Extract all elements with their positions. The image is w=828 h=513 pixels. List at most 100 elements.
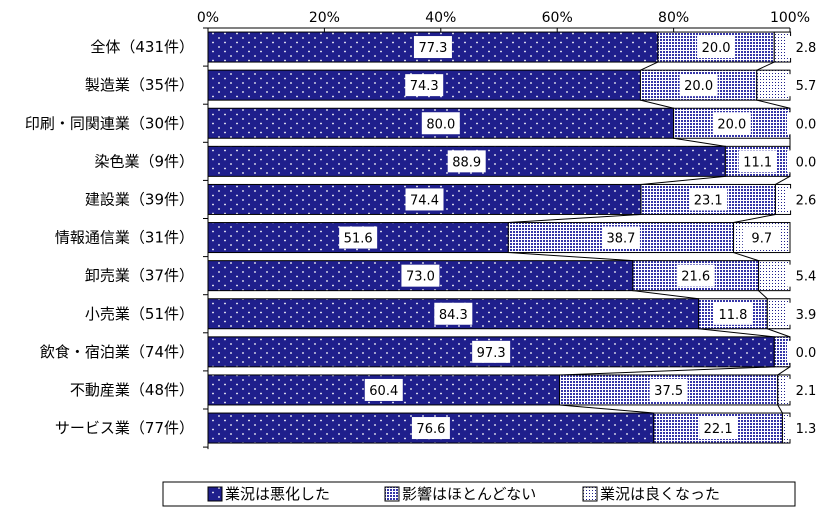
- data-label-bg: [787, 112, 825, 135]
- connector-line: [508, 213, 642, 224]
- data-label-bg: [413, 36, 452, 59]
- data-label: 11.1: [743, 155, 772, 170]
- data-label-bg: [601, 226, 640, 249]
- data-label-bg: [713, 302, 752, 325]
- data-label: 73.0: [406, 270, 435, 285]
- data-label: 37.5: [654, 384, 683, 399]
- x-tick-label: 100%: [770, 10, 810, 26]
- data-label: 5.4: [796, 270, 817, 285]
- connector-line: [733, 252, 759, 262]
- category-label: 印刷・同関連業（30件）: [25, 114, 194, 132]
- data-label: 22.1: [704, 422, 733, 437]
- data-label-bg: [339, 226, 378, 249]
- connector-line: [640, 175, 726, 185]
- data-label: 74.3: [410, 79, 439, 94]
- data-label: 76.6: [416, 422, 445, 437]
- axes: 0% 20% 40% 60% 80% 100% 全体（431件） 製造業（35件） 印刷・同関連…: [25, 10, 810, 450]
- data-label-bg: [405, 74, 444, 97]
- category-label: 全体（431件）: [90, 38, 194, 56]
- data-label-bg: [787, 74, 825, 97]
- data-label: 77.3: [418, 41, 447, 56]
- category-label: 製造業（35件）: [85, 76, 194, 94]
- category-label: 小売業（51件）: [85, 305, 194, 323]
- x-tick-label: 40%: [425, 10, 456, 26]
- category-label: 卸売業（37件）: [85, 267, 194, 285]
- connector-line: [673, 137, 726, 147]
- data-label-bg: [787, 417, 825, 440]
- data-label-bg: [787, 340, 825, 363]
- data-label-bg: [787, 150, 825, 173]
- data-label: 9.7: [751, 232, 772, 247]
- category-label: 建設業（39件）: [85, 190, 194, 208]
- data-label-bg: [649, 378, 688, 401]
- legend-swatch: [384, 486, 400, 502]
- data-label-bg: [738, 150, 777, 173]
- connector-line: [777, 366, 791, 376]
- connector-line: [775, 175, 791, 185]
- data-label: 60.4: [369, 384, 398, 399]
- data-label: 20.0: [717, 117, 746, 132]
- x-tick-label: 20%: [309, 10, 340, 26]
- data-label-bg: [699, 417, 738, 440]
- connector-line: [632, 290, 699, 300]
- connector-line: [640, 99, 674, 109]
- data-label: 5.7: [796, 79, 817, 94]
- data-label-bg: [411, 417, 450, 440]
- data-label-bg: [421, 112, 460, 135]
- x-tick-label: 0%: [197, 10, 219, 26]
- connector-line: [777, 404, 783, 414]
- category-label: 染色業（9件）: [94, 152, 194, 170]
- data-label: 20.0: [684, 79, 713, 94]
- data-label-bg: [742, 226, 781, 249]
- data-label-bg: [712, 112, 751, 135]
- category-label: 飲食・宿泊業（74件）: [40, 343, 194, 361]
- connector-line: [508, 252, 633, 262]
- data-label: 84.3: [439, 308, 468, 323]
- data-label-bg: [787, 302, 825, 325]
- data-label: 2.8: [796, 41, 817, 56]
- data-label: 2.1: [796, 384, 817, 399]
- x-tick-label: 80%: [658, 10, 689, 26]
- data-label: 1.3: [796, 422, 817, 437]
- legend-swatch: [207, 486, 223, 502]
- connector-line: [559, 366, 775, 376]
- data-label: 80.0: [426, 117, 455, 132]
- connector-line: [733, 213, 776, 224]
- data-label: 0.0: [796, 117, 817, 132]
- data-label-bg: [401, 264, 440, 287]
- bar-segment: [756, 69, 791, 101]
- bar-segment: [766, 298, 791, 330]
- category-label: 情報通信業（31件）: [55, 229, 194, 247]
- data-label-bg: [697, 36, 736, 59]
- data-label-bg: [787, 188, 825, 211]
- data-label-bg: [405, 188, 444, 211]
- connector-line: [559, 404, 654, 414]
- legend-swatch: [582, 486, 598, 502]
- data-label: 38.7: [606, 232, 635, 247]
- data-label: 51.6: [344, 232, 373, 247]
- category-label: サービス業（77件）: [55, 419, 194, 437]
- data-label: 2.6: [796, 193, 817, 208]
- bar-segment: [758, 260, 791, 292]
- data-label-bg: [679, 74, 718, 97]
- connector-line: [640, 61, 659, 71]
- data-label: 11.8: [718, 308, 747, 323]
- data-label-bg: [689, 188, 728, 211]
- connector-line: [767, 328, 791, 338]
- data-label-bg: [472, 340, 511, 363]
- data-label: 20.0: [702, 41, 731, 56]
- x-tick-label: 60%: [542, 10, 573, 26]
- data-label-bg: [364, 378, 403, 401]
- data-label: 74.4: [410, 193, 439, 208]
- legend-label: 影響はほとんどない: [402, 485, 536, 503]
- data-label: 23.1: [694, 193, 723, 208]
- data-label-bg: [787, 36, 825, 59]
- data-label: 21.6: [681, 270, 710, 285]
- data-label: 88.9: [452, 155, 481, 170]
- data-labels: 77.3 20.0 2.8 74.3 20.0 5.7 80.0 20.0 0.0 88.9 11.…: [339, 36, 828, 440]
- legend-box: [162, 481, 796, 507]
- category-label: 不動産業（48件）: [70, 381, 194, 399]
- data-label-bg: [676, 264, 715, 287]
